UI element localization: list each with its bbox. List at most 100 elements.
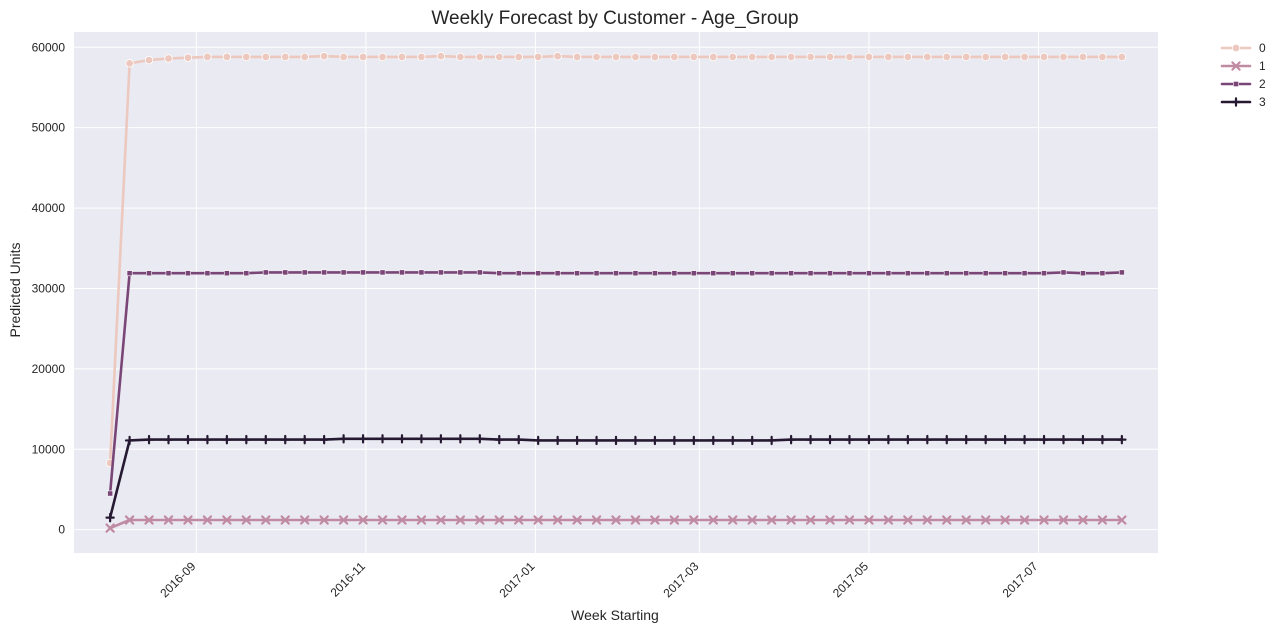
data-point [185, 270, 191, 277]
legend-label: 3 [1259, 95, 1266, 109]
legend: 0 1 2 3 [1220, 41, 1266, 109]
data-point [747, 435, 757, 446]
y-tick-label: 30000 [32, 281, 66, 295]
data-point [1020, 52, 1029, 62]
data-point [650, 435, 660, 446]
data-point [805, 434, 816, 445]
data-point [437, 269, 444, 276]
data-point [1058, 515, 1069, 525]
data-point [845, 52, 854, 62]
data-point [942, 434, 952, 445]
data-point [319, 434, 329, 445]
data-point [1039, 434, 1049, 445]
data-point [204, 270, 211, 277]
x-axis-ticks: 2016-09 2016-11 2017-01 2017-03 2017-05 2017-… [157, 559, 1040, 600]
data-point [825, 515, 835, 525]
data-point [728, 515, 738, 525]
series-2 [107, 269, 1125, 497]
data-point [883, 515, 894, 525]
data-point [689, 515, 699, 525]
data-point [825, 52, 835, 62]
data-point [533, 52, 543, 62]
data-point [319, 515, 329, 525]
data-point [126, 270, 133, 277]
data-point [358, 434, 368, 444]
data-point [632, 270, 639, 277]
data-point [223, 270, 230, 277]
y-tick-label: 20000 [32, 362, 66, 376]
data-point [533, 435, 543, 446]
data-point [124, 435, 135, 446]
data-point [1097, 515, 1108, 525]
data-point [592, 52, 601, 62]
data-point [475, 515, 485, 525]
data-point [942, 515, 952, 525]
data-point [689, 52, 699, 62]
data-point [1000, 515, 1010, 525]
legend-label: 1 [1259, 59, 1266, 73]
data-point [846, 270, 853, 277]
data-point [630, 435, 641, 446]
data-point [923, 52, 932, 62]
data-point [1080, 270, 1086, 277]
data-point [650, 52, 660, 62]
data-point [572, 435, 582, 446]
data-point [105, 512, 115, 523]
data-point [728, 435, 738, 446]
data-point [281, 52, 290, 62]
data-point [650, 515, 660, 525]
data-point [183, 434, 193, 445]
data-point [299, 434, 310, 445]
data-point [1019, 434, 1030, 445]
data-point [261, 515, 271, 525]
y-tick-label: 0 [58, 523, 65, 537]
series-0 [105, 51, 1127, 468]
data-point [788, 270, 795, 277]
data-point [338, 434, 349, 444]
data-point [593, 270, 600, 277]
data-point [922, 434, 933, 445]
y-tick-label: 50000 [32, 121, 66, 135]
legend-item: 3 [1220, 95, 1266, 109]
data-point [379, 269, 386, 276]
data-point [671, 270, 678, 277]
data-point [455, 515, 466, 525]
data-point [243, 270, 250, 277]
data-point [1000, 52, 1010, 62]
data-point [475, 434, 485, 444]
data-point [222, 434, 232, 445]
data-point [299, 515, 310, 525]
y-tick-label: 10000 [32, 442, 66, 456]
data-point [203, 52, 212, 62]
data-point [144, 515, 154, 525]
data-point [360, 269, 366, 276]
data-point [144, 434, 154, 445]
data-point [146, 270, 152, 277]
data-point [165, 270, 172, 277]
x-tick-label: 2016-11 [328, 559, 369, 600]
data-point [183, 515, 193, 525]
data-point [591, 435, 602, 446]
data-point [670, 52, 679, 62]
data-point [747, 52, 757, 62]
data-point [476, 269, 483, 276]
plot-area [74, 32, 1158, 553]
data-point [825, 434, 835, 445]
legend-marker [1233, 81, 1239, 87]
data-point [1039, 52, 1049, 62]
legend-item: 0 [1220, 41, 1266, 55]
data-point [105, 523, 115, 533]
data-point [574, 270, 580, 277]
x-tick-label: 2017-01 [496, 559, 537, 600]
data-point [749, 270, 756, 277]
data-point [397, 52, 407, 62]
data-point [807, 270, 814, 277]
data-point [514, 434, 524, 445]
data-point [457, 269, 464, 276]
data-point [1098, 52, 1107, 62]
data-point [222, 515, 232, 525]
data-point [397, 515, 407, 525]
data-point [261, 434, 271, 445]
data-point [980, 515, 991, 525]
legend-marker [1231, 61, 1241, 71]
